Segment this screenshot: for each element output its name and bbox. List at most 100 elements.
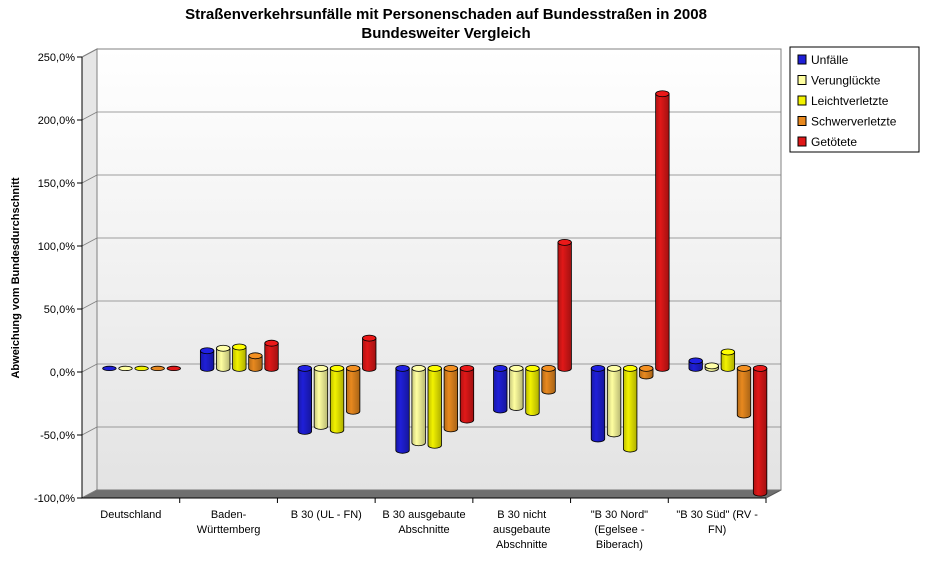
legend-swatch <box>797 54 807 65</box>
bar-disc <box>102 365 117 371</box>
bar-unfälle-2 <box>297 364 312 435</box>
bar-unfälle-6 <box>688 357 703 372</box>
bar-disc <box>118 365 133 371</box>
bar-cap <box>459 364 475 372</box>
category-label: "B 30 Nord" (Egelsee - Biberach) <box>591 509 648 551</box>
category-label-line: FN) <box>708 524 726 536</box>
bar-body <box>199 350 215 372</box>
bar-verunglückte-4 <box>509 364 524 411</box>
gridline-side <box>81 363 98 373</box>
y-axis-label: Abweichung vom Bundesdurchschnitt <box>10 177 22 378</box>
bar-body <box>541 368 556 395</box>
category-label-line: B 30 (UL - FN) <box>291 509 362 521</box>
y-tick-label: 250,0% <box>38 52 76 64</box>
bar-body <box>655 93 670 372</box>
bar-body <box>264 342 279 372</box>
bar-unfälle-0 <box>102 365 117 371</box>
bar-body <box>345 368 361 415</box>
category-label: B 30 ausgebaute Abschnitte <box>382 509 465 536</box>
bar-getötete-1 <box>264 339 279 372</box>
gridline-side <box>81 237 98 247</box>
bar-cap <box>688 357 703 365</box>
bar-body <box>720 351 736 372</box>
bar-schwerverletzte-2 <box>345 364 361 415</box>
bar-body <box>216 347 231 372</box>
gridline-side <box>81 300 98 310</box>
legend-swatch <box>797 136 807 147</box>
bar-verunglückte-1 <box>216 344 231 372</box>
y-tick-label: 150,0% <box>38 178 76 190</box>
bar-body <box>606 368 622 438</box>
bar-body <box>395 368 410 454</box>
bar-verunglückte-6 <box>704 362 719 372</box>
bar-schwerverletzte-3 <box>443 364 459 433</box>
y-tick-label: -100,0% <box>34 493 75 505</box>
bar-schwerverletzte-1 <box>248 352 263 372</box>
bar-body <box>623 368 638 453</box>
category-label-line: (Egelsee - <box>594 524 644 536</box>
category-label: B 30 nicht ausgebaute Abschnitte <box>493 509 551 551</box>
bar-unfälle-3 <box>395 364 410 454</box>
bar-unfälle-1 <box>199 347 215 372</box>
category-label: B 30 (UL - FN) <box>291 509 362 521</box>
bar-body <box>411 368 426 447</box>
legend-swatch <box>797 95 807 106</box>
y-tick-label: 50,0% <box>44 304 75 316</box>
bar-body <box>509 368 524 411</box>
bar-cap <box>411 364 426 372</box>
bar-leichtverletzte-5 <box>623 364 638 453</box>
legend-swatch <box>797 116 807 126</box>
bar-body <box>590 368 606 443</box>
bar-leichtverletzte-3 <box>427 364 442 449</box>
gridline-side <box>81 426 98 436</box>
bar-cap <box>216 344 231 352</box>
legend-label: Leichtverletzte <box>811 94 889 108</box>
bar-getötete-4 <box>557 238 572 372</box>
gridline-side <box>81 48 98 58</box>
bar-cap <box>557 238 572 246</box>
bar-body <box>752 368 768 497</box>
bar-body <box>557 242 572 372</box>
bar-unfälle-5 <box>590 364 606 443</box>
category-label-line: Abschnitte <box>496 539 547 551</box>
bar-cap <box>590 364 606 372</box>
category-label-line: B 30 ausgebaute <box>382 509 465 521</box>
bar-cap <box>623 364 638 372</box>
category-label-line: Württemberg <box>197 524 261 536</box>
bar-body <box>427 368 442 449</box>
floor <box>81 489 782 499</box>
legend-label: Getötete <box>811 135 857 149</box>
bar-leichtverletzte-0 <box>134 365 149 371</box>
bar-leichtverletzte-4 <box>525 364 540 416</box>
category-labels: Deutschland Baden- Württemberg B 30 (UL - F… <box>100 498 767 551</box>
category-label-line: "B 30 Nord" <box>591 509 648 521</box>
category-label: Baden- Württemberg <box>197 509 261 536</box>
bar-getötete-0 <box>166 365 181 371</box>
bar-body <box>459 368 475 424</box>
bar-schwerverletzte-5 <box>639 364 654 380</box>
bar-cap <box>248 352 263 360</box>
bar-cap <box>443 364 459 372</box>
bar-leichtverletzte-6 <box>720 348 736 372</box>
bar-disc <box>150 365 165 371</box>
bar-cap <box>199 347 215 355</box>
legend-label: Schwerverletzte <box>811 115 897 129</box>
bar-verunglückte-5 <box>606 364 622 438</box>
y-tick-label: 0,0% <box>50 367 75 379</box>
category-label-line: "B 30 Süd" (RV - <box>676 509 758 521</box>
bar-verunglückte-2 <box>313 364 329 430</box>
y-tick-label: -50,0% <box>40 430 75 442</box>
y-tick-labels: -100,0% -50,0% 0,0% 50,0% 100,0% 150,0% 200,0%… <box>34 52 75 505</box>
legend: Unfälle Verunglückte Leichtverletzte Schwer… <box>789 46 920 153</box>
category-label: Deutschland <box>100 509 161 521</box>
bar-cap <box>509 364 524 372</box>
chart-title: Straßenverkehrsunfälle mit Personenschad… <box>185 6 707 23</box>
legend-label: Unfälle <box>811 53 849 67</box>
bar-body <box>232 346 247 372</box>
category-label-line: Deutschland <box>100 509 161 521</box>
bar-cap <box>606 364 622 372</box>
bar-cap <box>525 364 540 372</box>
y-tick-label: 100,0% <box>38 241 76 253</box>
gridline-side <box>81 111 98 121</box>
